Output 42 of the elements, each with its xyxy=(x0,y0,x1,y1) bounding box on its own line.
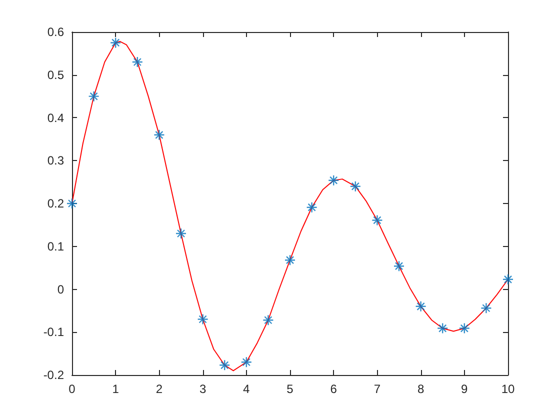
point xyxy=(502,274,514,285)
point xyxy=(110,37,122,48)
point xyxy=(328,174,340,186)
x-tick-label: 8 xyxy=(417,382,424,396)
y-tick-label: 0.2 xyxy=(47,196,64,210)
y-tick-label: 0.4 xyxy=(47,110,64,125)
x-tick-label: 4 xyxy=(243,382,250,396)
y-tick-label: 0.3 xyxy=(47,154,64,168)
point xyxy=(154,129,165,140)
point xyxy=(458,322,470,334)
point xyxy=(240,356,252,368)
point xyxy=(437,322,448,334)
point xyxy=(372,214,383,226)
point xyxy=(415,300,426,312)
point xyxy=(350,180,361,192)
y-tick-label: -0.1 xyxy=(43,325,64,340)
point xyxy=(393,260,405,272)
x-tick-label: 10 xyxy=(501,382,515,396)
x-tick-label: 9 xyxy=(461,382,468,396)
y-tick-label: -0.2 xyxy=(43,368,64,382)
x-tick-label: 1 xyxy=(112,382,120,396)
y-tick-label: 0.6 xyxy=(47,25,64,39)
point xyxy=(88,90,100,102)
line-series xyxy=(72,40,508,372)
y-tick-label: 0.1 xyxy=(47,239,64,254)
x-tick-label: 2 xyxy=(156,382,163,396)
point xyxy=(132,56,143,68)
y-tick-label: 0 xyxy=(57,282,64,296)
x-tick-label: 5 xyxy=(286,382,294,396)
x-tick-label: 7 xyxy=(374,382,381,396)
x-tick-label: 6 xyxy=(330,382,338,396)
point xyxy=(66,198,78,210)
point xyxy=(262,314,274,326)
point xyxy=(480,302,492,314)
point xyxy=(219,360,230,371)
point xyxy=(306,202,318,213)
x-tick-label: 0 xyxy=(68,382,76,396)
point xyxy=(175,228,187,240)
y-tick-label: 0.5 xyxy=(47,68,64,82)
point xyxy=(197,314,208,325)
x-tick-label: 3 xyxy=(199,382,206,396)
point xyxy=(284,254,296,266)
